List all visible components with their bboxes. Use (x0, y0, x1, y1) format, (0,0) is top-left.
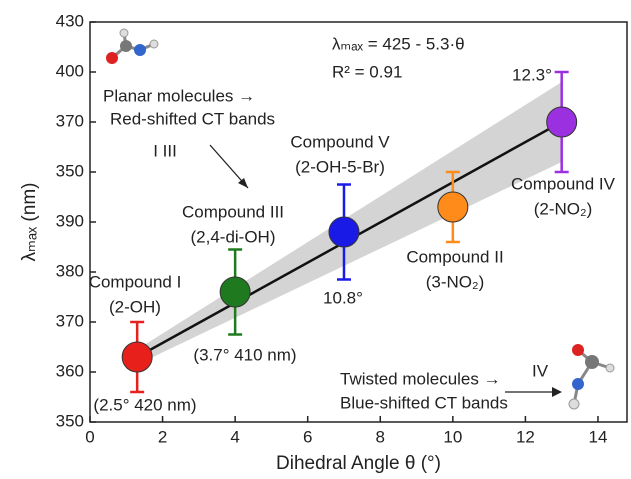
annotation: (2.5° 420 nm) (93, 395, 196, 414)
x-tick-label: 2 (158, 427, 167, 446)
point-label: (2,4-di-OH) (190, 227, 275, 246)
y-tick-label: 360 (56, 361, 84, 380)
point-label: (2-NO₂) (534, 199, 593, 218)
annotation: Blue-shifted CT bands (340, 393, 508, 412)
point (547, 107, 577, 137)
annotation: I III (153, 141, 177, 160)
y-tick-label: 350 (56, 161, 84, 180)
y-axis-label: λₘₐₓ (nm) (19, 183, 40, 262)
arrow-head (238, 178, 248, 188)
molecule-planar (106, 29, 158, 64)
annotation: (3.7° 410 nm) (193, 345, 296, 364)
point-label: (2-OH) (109, 297, 161, 316)
y-tick-label: 350 (56, 411, 84, 430)
point (438, 192, 468, 222)
y-tick-label: 380 (56, 261, 84, 280)
point-label: Compound V (290, 132, 390, 151)
annotation: 10.8° (323, 288, 363, 307)
annotation: IV (532, 361, 549, 380)
y-tick-label: 390 (56, 211, 84, 230)
point-label: Compound II (406, 247, 503, 266)
arrow-head (552, 387, 562, 397)
x-tick-label: 12 (516, 427, 535, 446)
annotation: 12.3° (512, 65, 552, 84)
x-axis-label: Dihedral Angle θ (°) (276, 453, 441, 474)
y-tick-label: 370 (56, 311, 84, 330)
x-tick-label: 0 (85, 427, 94, 446)
x-tick-label: 14 (589, 427, 608, 446)
x-tick-label: 10 (443, 427, 462, 446)
x-tick-label: 4 (230, 427, 239, 446)
y-tick-label: 400 (56, 61, 84, 80)
point (122, 342, 152, 372)
r-squared: R² = 0.91 (332, 62, 402, 81)
y-tick-label: 370 (56, 111, 84, 130)
point-label: Compound IV (511, 174, 616, 193)
point-label: Compound I (89, 272, 182, 291)
x-tick-label: 6 (303, 427, 312, 446)
point (220, 277, 250, 307)
point-label: (3-NO₂) (426, 272, 485, 291)
x-tick-label: 8 (376, 427, 385, 446)
equation: λₘₐₓ = 425 - 5.3·θ (332, 34, 465, 53)
point-label: Compound III (182, 202, 284, 221)
y-tick-label: 430 (56, 11, 84, 30)
point-label: (2-OH-5-Br) (295, 157, 385, 176)
point (329, 217, 359, 247)
molecule-twisted (569, 344, 614, 409)
chart: 350 360 370 380 390 350 370 400 430 0 2 4 6 8 10 12 14 Di… (0, 0, 631, 479)
annotation: Planar molecules → (103, 86, 255, 105)
annotation: Twisted molecules → (340, 369, 501, 388)
annotation: Red-shifted CT bands (110, 109, 275, 128)
